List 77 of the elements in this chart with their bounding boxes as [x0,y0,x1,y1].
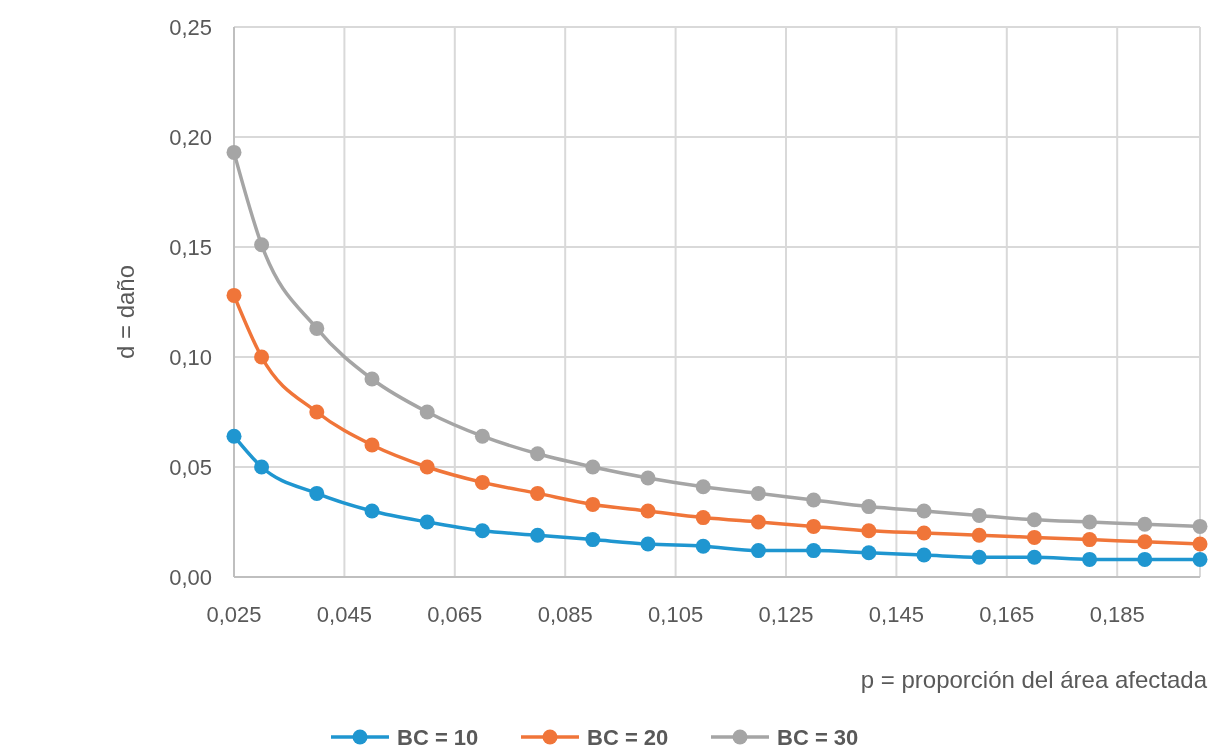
point [309,485,325,501]
point [474,523,490,539]
point [309,320,325,336]
point [695,510,711,526]
legend-label: BC = 30 [777,724,859,749]
point [640,503,656,519]
point [419,404,435,420]
point [916,547,932,563]
x-tick-label: 0,065 [427,602,483,627]
x-tick-label: 0,085 [537,602,593,627]
point [585,532,601,548]
point [1026,512,1042,528]
point [1192,518,1208,534]
point [254,237,270,253]
point [585,459,601,475]
point [530,446,546,462]
point [1192,536,1208,552]
x-axis-title: p = proporción del área afectada [860,666,1208,693]
y-tick-label: 0,00 [169,564,212,590]
point [364,371,380,387]
point [1082,514,1098,530]
point [695,538,711,554]
y-tick-label: 0,15 [169,234,212,260]
point [916,503,932,519]
point [364,503,380,519]
point [1082,551,1098,567]
y-tick-label: 0,10 [169,344,212,370]
point [971,527,987,543]
point [254,349,270,365]
y-tick-label: 0,20 [169,124,212,150]
point [419,514,435,530]
point [1026,529,1042,545]
point [640,470,656,486]
point [1026,549,1042,565]
point [640,536,656,552]
point [226,428,242,444]
point [861,545,877,561]
legend-label: BC = 20 [587,724,669,749]
point [971,549,987,565]
y-tick-label: 0,25 [169,14,212,40]
point [474,474,490,490]
point [806,543,822,559]
point [309,404,325,420]
x-tick-label: 0,045 [316,602,372,627]
x-tick-label: 0,145 [868,602,924,627]
point [1137,551,1153,567]
point [226,287,242,303]
point [916,525,932,541]
point [226,144,242,160]
point [530,485,546,501]
y-axis-title: d = daño [112,264,139,360]
point [1192,551,1208,567]
point [1137,516,1153,532]
point [971,507,987,523]
point [364,437,380,453]
point [861,499,877,515]
point [1137,534,1153,550]
point [474,428,490,444]
point [750,543,766,559]
point [585,496,601,512]
point [806,492,822,508]
point [695,479,711,495]
point [254,459,270,475]
x-tick-label: 0,105 [648,602,704,627]
point [806,518,822,534]
point [1082,532,1098,548]
point [861,523,877,539]
point [419,459,435,475]
point [750,514,766,530]
y-tick-label: 0,05 [169,454,212,480]
point [750,485,766,501]
legend-label: BC = 10 [397,724,479,749]
point [530,527,546,543]
x-tick-label: 0,185 [1089,602,1145,627]
x-tick-label: 0,025 [206,602,262,627]
x-tick-label: 0,125 [758,602,814,627]
x-tick-label: 0,165 [979,602,1035,627]
